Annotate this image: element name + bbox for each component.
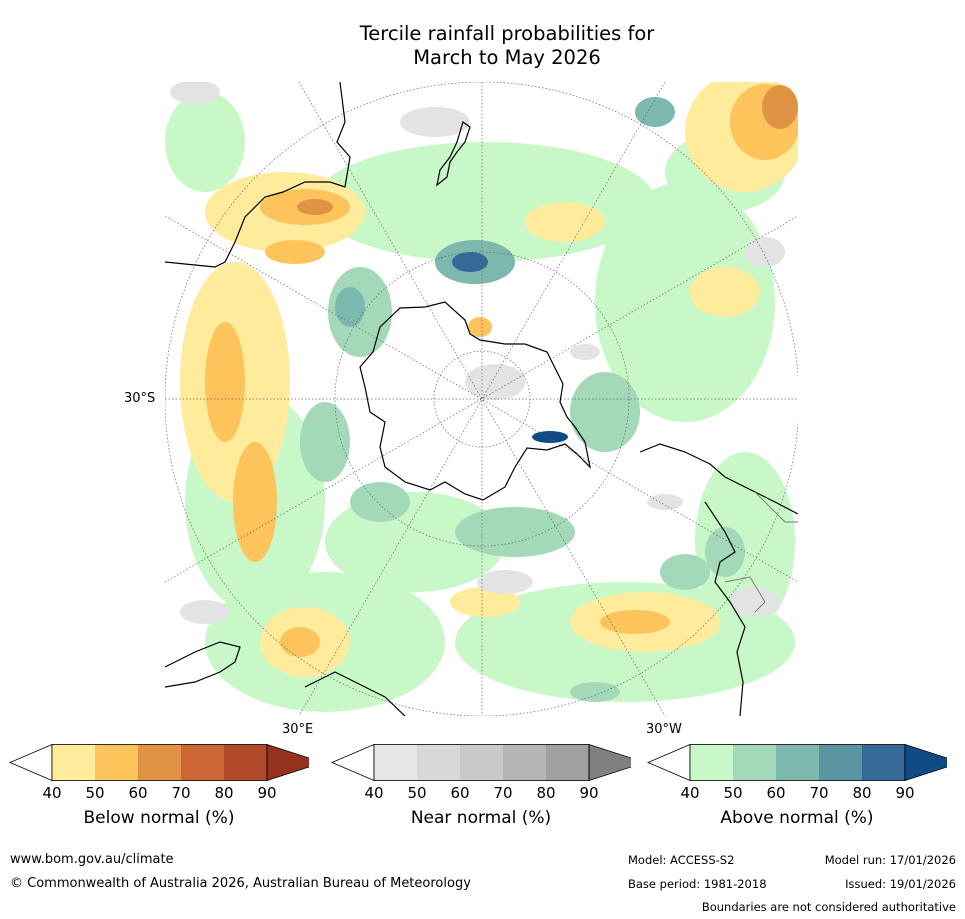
near-normal-colorbar [331,744,631,781]
colorbar-tick-40: 40 [680,784,700,802]
colorbar-tick-60: 60 [128,784,148,802]
near-normal-label: Near normal (%) [410,808,552,828]
above-normal-colorbar [647,744,947,781]
colorbar-tick-90: 90 [257,784,277,802]
australia-coast [165,82,351,268]
colorbar-tick-90: 90 [579,784,599,802]
colorbar-tick-90: 90 [895,784,915,802]
country-borders [724,491,798,613]
colorbar-box-40 [374,744,417,781]
above-normal-high-field [300,97,745,702]
colorbar-box-60 [138,744,181,781]
below-normal-colorbar [9,744,309,781]
colorbar-high-extend [266,744,309,781]
colorbar-low-extend [647,744,691,781]
antarctica-coast [359,301,591,501]
colorbar-tick-80: 80 [536,784,556,802]
colorbar-high-extend [588,744,631,781]
colorbar-tick-50: 50 [407,784,427,802]
colorbar-outline [689,744,906,781]
colorbar-box-70 [181,744,224,781]
title-line-1: Tercile rainfall probabilities for [359,22,655,45]
colorbar-tick-50: 50 [85,784,105,802]
colorbar-box-60 [460,744,503,781]
colorbar-tick-80: 80 [852,784,872,802]
colorbar-box-80 [224,744,267,781]
below-normal-label: Below normal (%) [83,808,235,828]
map-canvas [165,82,798,716]
lon-label-30e: 30°E [282,722,314,737]
graticule [165,82,798,716]
footer-model-run: Model run: 17/01/2026 [824,853,956,867]
coastlines [165,82,798,716]
colorbar-tick-40: 40 [42,784,62,802]
colorbar-outline [51,744,268,781]
colorbar-box-70 [819,744,862,781]
colorbar-box-40 [690,744,733,781]
africa-coast [165,641,406,716]
colorbar-tick-50: 50 [723,784,743,802]
polar-rainfall-map [165,82,798,716]
colorbar-tick-70: 70 [493,784,513,802]
colorbar-low-extend [331,744,375,781]
south-america-coast [639,443,798,716]
new-zealand-coast [436,121,471,187]
footer-base-period: Base period: 1981-2018 [628,877,767,891]
colorbar-box-50 [733,744,776,781]
below-normal-field [180,82,798,677]
near-normal-field [170,82,785,624]
colorbar-tick-70: 70 [171,784,191,802]
colorbar-box-50 [417,744,460,781]
colorbar-box-60 [776,744,819,781]
colorbar-low-extend [9,744,53,781]
title-line-2: March to May 2026 [413,46,601,69]
colorbar-tick-80: 80 [214,784,234,802]
colorbar-tick-70: 70 [809,784,829,802]
above-normal-label: Above normal (%) [720,808,874,828]
footer-url: www.bom.gov.au/climate [10,852,174,867]
chart-title: Tercile rainfall probabilities for March… [0,22,965,70]
footer-copyright: © Commonwealth of Australia 2026, Austra… [10,876,471,891]
lat-label-30s: 30°S [124,391,156,406]
colorbar-box-50 [95,744,138,781]
footer-issued: Issued: 19/01/2026 [845,877,956,891]
lon-label-30w: 30°W [646,722,682,737]
colorbar-box-80 [546,744,589,781]
footer-model: Model: ACCESS-S2 [628,853,735,867]
colorbar-outline [373,744,590,781]
colorbar-box-80 [862,744,905,781]
footer-disclaimer: Boundaries are not considered authoritat… [701,900,956,914]
colorbar-tick-60: 60 [450,784,470,802]
colorbar-box-70 [503,744,546,781]
colorbar-tick-40: 40 [364,784,384,802]
colorbar-high-extend [904,744,947,781]
colorbar-box-40 [52,744,95,781]
colorbar-tick-60: 60 [766,784,786,802]
